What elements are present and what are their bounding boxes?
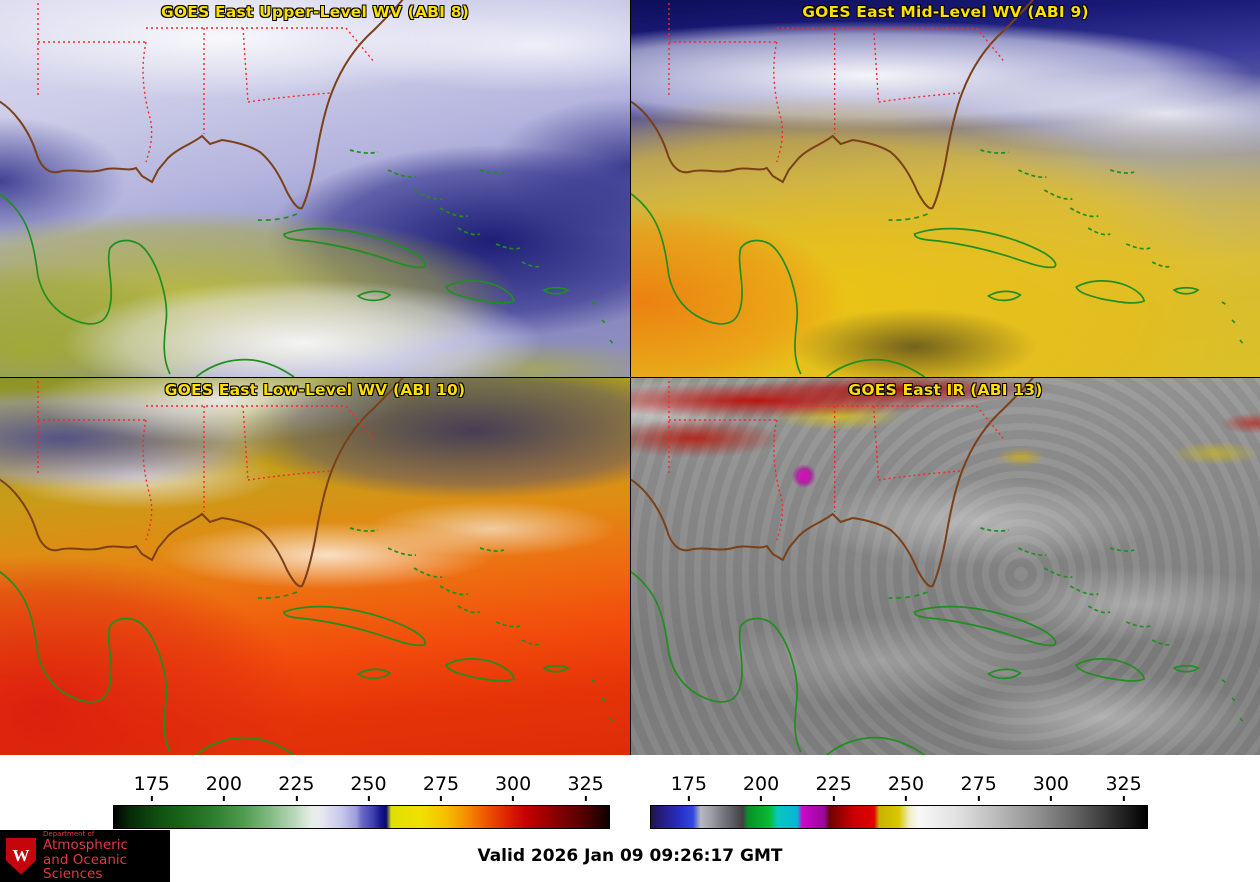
colorbar-tick: 225 xyxy=(816,773,852,801)
tick-mark xyxy=(295,796,298,801)
colorbar-tick: 175 xyxy=(134,773,170,801)
panel-grid: GOES East Upper-Level WV (ABI 8) GOES Ea… xyxy=(0,0,1260,755)
logo-dept-line: Department of xyxy=(43,829,95,838)
tick-mark xyxy=(584,796,587,801)
tick-mark xyxy=(367,796,370,801)
logo-text: Department of Atmospheric and Oceanic Sc… xyxy=(43,830,170,882)
colorbar-tick-label: 175 xyxy=(133,773,170,795)
coastline-map-overlay xyxy=(0,378,615,755)
colorbar-tick-label: 200 xyxy=(742,773,780,795)
colorbar-tick-label: 275 xyxy=(960,773,997,795)
tick-mark xyxy=(150,796,153,801)
tick-mark xyxy=(1049,796,1052,801)
tick-mark xyxy=(440,796,443,801)
colorbar-tick: 275 xyxy=(961,773,997,801)
panel-ir: GOES East IR (ABI 13) xyxy=(631,378,1260,755)
colorbar-tick: 200 xyxy=(206,773,242,801)
tick-mark xyxy=(222,796,225,801)
footer: Valid 2026 Jan 09 09:26:17 GMT W Departm… xyxy=(0,830,1260,882)
panel-low-level-wv: GOES East Low-Level WV (ABI 10) xyxy=(0,378,630,755)
logo-line-atmospheric: Atmospheric xyxy=(43,837,128,854)
colorbar-tick: 275 xyxy=(423,773,459,801)
uw-aos-logo: W Department of Atmospheric and Oceanic … xyxy=(0,830,170,882)
panel-title-abi8: GOES East Upper-Level WV (ABI 8) xyxy=(160,3,470,21)
coastline-map-overlay xyxy=(631,0,1246,377)
wv-colorbar-gradient xyxy=(113,805,610,829)
colorbar-tick-label: 275 xyxy=(422,773,460,795)
tick-mark xyxy=(977,796,980,801)
panel-title-abi13: GOES East IR (ABI 13) xyxy=(848,381,1043,399)
colorbar-tick-label: 225 xyxy=(278,773,315,795)
colorbar-tick-label: 225 xyxy=(815,773,852,795)
panel-title-abi9: GOES East Mid-Level WV (ABI 9) xyxy=(802,3,1089,21)
colorbar-tick-label: 300 xyxy=(1032,773,1070,795)
colorbar-tick-label: 325 xyxy=(1105,773,1142,795)
tick-mark xyxy=(687,796,690,801)
colorbar-tick: 225 xyxy=(278,773,315,801)
logo-line-oceanic: and Oceanic Sciences xyxy=(43,851,128,882)
valid-timestamp: Valid 2026 Jan 09 09:26:17 GMT xyxy=(477,846,783,866)
colorbar-tick-label: 175 xyxy=(670,773,707,795)
coastline-map-overlay xyxy=(631,378,1246,755)
colorbar-tick: 250 xyxy=(350,773,387,801)
tick-mark xyxy=(512,796,515,801)
coastline-map-overlay xyxy=(0,0,615,377)
colorbar-tick-label: 250 xyxy=(350,773,387,795)
colorbar-row: 175 200 225 250 275 300 325 175 200 225 … xyxy=(0,755,1260,830)
colorbar-tick: 325 xyxy=(568,773,604,801)
colorbar-tick: 300 xyxy=(1033,773,1069,801)
colorbar-ir: 175 200 225 250 275 300 325 xyxy=(650,773,1148,830)
tick-mark xyxy=(832,796,835,801)
colorbar-wv: 175 200 225 250 275 300 325 xyxy=(113,773,610,830)
colorbar-tick-label: 200 xyxy=(205,773,242,795)
satellite-image-abi9 xyxy=(631,0,1260,377)
satellite-image-abi8 xyxy=(0,0,630,377)
satellite-image-abi13 xyxy=(631,378,1260,755)
colorbar-tick: 325 xyxy=(1105,773,1142,801)
panel-title-abi10: GOES East Low-Level WV (ABI 10) xyxy=(164,381,466,399)
tick-mark xyxy=(1122,796,1125,801)
panel-mid-level-wv: GOES East Mid-Level WV (ABI 9) xyxy=(631,0,1260,377)
tick-mark xyxy=(904,796,907,801)
colorbar-tick-label: 325 xyxy=(567,773,604,795)
satellite-image-abi10 xyxy=(0,378,630,755)
uw-crest-icon: W xyxy=(6,837,36,875)
ir-colorbar-gradient xyxy=(650,805,1148,829)
colorbar-tick-label: 250 xyxy=(887,773,925,795)
panel-upper-level-wv: GOES East Upper-Level WV (ABI 8) xyxy=(0,0,630,377)
colorbar-tick: 250 xyxy=(888,773,924,801)
colorbar-tick-label: 300 xyxy=(494,773,532,795)
colorbar-tick: 175 xyxy=(671,773,707,801)
colorbar-tick: 300 xyxy=(495,773,531,801)
tick-mark xyxy=(760,796,763,801)
colorbar-tick: 200 xyxy=(743,773,779,801)
